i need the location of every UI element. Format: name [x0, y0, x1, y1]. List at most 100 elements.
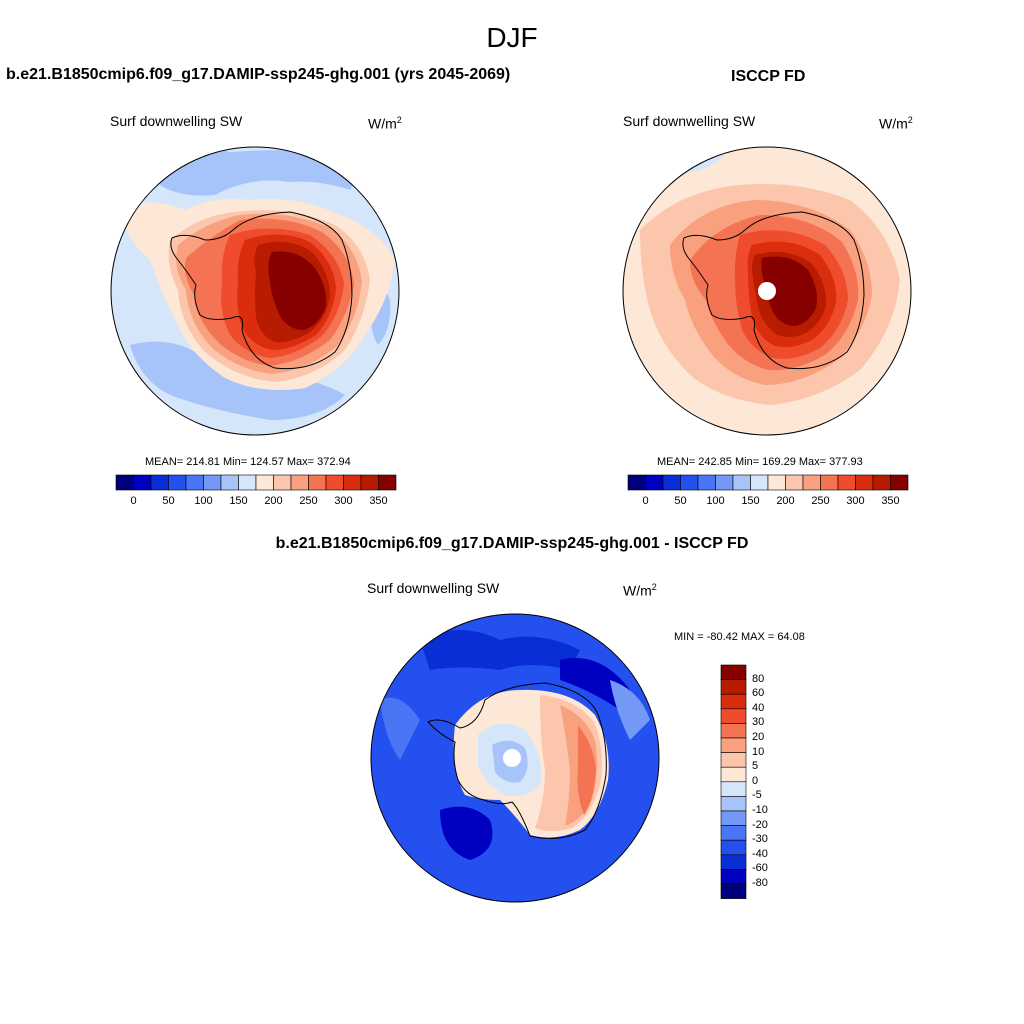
diff-colorbar-box	[720, 854, 747, 870]
obs-colorbar-box	[715, 474, 734, 491]
diff-colorbar-box	[720, 781, 747, 797]
model-colorbar-box	[343, 474, 362, 491]
diff-variable-label: Surf downwelling SW	[367, 580, 500, 596]
diff-colorbar-tick-label: -60	[752, 862, 768, 875]
diff-colorbar-box	[720, 708, 747, 724]
obs-units: W/m2	[879, 115, 913, 132]
diff-colorbar-box	[720, 810, 747, 826]
diff-units: W/m2	[623, 582, 657, 599]
obs-colorbar-tick-label: 150	[741, 495, 760, 507]
season-title: DJF	[486, 22, 538, 53]
obs-colorbar-tick-label: 300	[846, 495, 865, 507]
model-colorbar-box	[115, 474, 134, 491]
obs-colorbar-box	[680, 474, 699, 491]
diff-colorbar	[720, 664, 747, 899]
obs-colorbar-box	[697, 474, 716, 491]
model-colorbar-box	[360, 474, 379, 491]
diff-polar-map	[371, 614, 659, 902]
diff-colorbar-tick-label: 10	[752, 745, 765, 758]
diff-colorbar-tick-label: -5	[752, 789, 762, 802]
diff-map-border	[370, 613, 660, 903]
diff-panel-title: b.e21.B1850cmip6.f09_g17.DAMIP-ssp245-gh…	[275, 535, 749, 552]
model-colorbar-box	[308, 474, 327, 491]
obs-stats: MEAN= 242.85 Min= 169.29 Max= 377.93	[657, 456, 863, 468]
model-colorbar-box	[255, 474, 274, 491]
model-colorbar-box	[220, 474, 239, 491]
diff-colorbar-box	[720, 723, 747, 739]
model-colorbar-box	[185, 474, 204, 491]
diff-colorbar-tick-label: 5	[752, 760, 759, 773]
diff-colorbar-box	[720, 766, 747, 783]
diff-colorbar-box	[720, 796, 747, 812]
model-colorbar-box	[325, 474, 344, 491]
diff-colorbar-tick-label: -10	[752, 804, 768, 816]
model-colorbar-tick-label: 300	[334, 495, 353, 507]
model-colorbar-box	[168, 474, 187, 491]
diff-colorbar-tick-label: -30	[752, 833, 768, 846]
obs-colorbar-box	[662, 474, 681, 491]
obs-colorbar-box	[785, 474, 804, 491]
model-colorbar-box	[203, 474, 222, 491]
diff-colorbar-box	[720, 825, 747, 841]
diff-colorbar-tick-label: -80	[752, 877, 768, 889]
diff-colorbar-box	[720, 693, 747, 710]
model-stats: MEAN= 214.81 Min= 124.57 Max= 372.94	[145, 456, 351, 468]
diff-colorbar-box	[720, 737, 747, 753]
obs-colorbar-tick-label: 100	[706, 495, 725, 507]
model-colorbar-tick-label: 100	[194, 495, 213, 507]
model-colorbar-tick-label: 150	[229, 495, 248, 507]
diff-colorbar-box	[720, 869, 747, 885]
obs-colorbar-box	[750, 474, 769, 491]
diff-colorbar-box	[720, 664, 747, 680]
model-colorbar-box	[273, 474, 292, 491]
obs-colorbar-tick-label: 0	[642, 495, 649, 507]
obs-variable-label: Surf downwelling SW	[623, 113, 756, 129]
model-colorbar-box	[378, 474, 397, 491]
diff-colorbar-tick-label: 20	[752, 731, 765, 743]
obs-map-border	[622, 146, 912, 436]
diff-colorbar-tick-label: -40	[752, 847, 768, 860]
obs-colorbar-tick-label: 200	[776, 495, 795, 507]
obs-colorbar-box	[837, 474, 856, 491]
obs-colorbar-box	[732, 474, 751, 491]
model-colorbar-box	[238, 474, 257, 491]
obs-polar-map	[623, 147, 911, 435]
obs-colorbar-box	[872, 474, 891, 491]
model-map-border	[110, 146, 400, 436]
diff-colorbar-tick-label: 40	[752, 701, 765, 714]
diff-colorbar-tick-label: 80	[752, 672, 765, 685]
model-colorbar-tick-label: 350	[369, 495, 388, 507]
model-units: W/m2	[368, 115, 402, 132]
diff-stats: MIN = -80.42 MAX = 64.08	[674, 631, 805, 643]
diff-colorbar-tick-label: 0	[752, 774, 759, 787]
obs-colorbar-box	[855, 474, 874, 491]
obs-colorbar-tick-label: 350	[881, 495, 900, 507]
model-polar-map	[111, 147, 399, 435]
model-variable-label: Surf downwelling SW	[110, 113, 243, 129]
diff-colorbar-tick-label: -20	[752, 818, 768, 831]
diff-colorbar-tick-label: 60	[752, 687, 765, 700]
model-colorbar-box	[133, 474, 152, 491]
diff-colorbar-box	[720, 839, 747, 856]
model-panel-title: b.e21.B1850cmip6.f09_g17.DAMIP-ssp245-gh…	[6, 66, 511, 83]
obs-colorbar-box	[820, 474, 839, 491]
model-colorbar-box	[150, 474, 169, 491]
diff-colorbar-box	[720, 883, 747, 899]
obs-colorbar-box	[890, 474, 909, 491]
model-colorbar	[115, 474, 397, 491]
obs-colorbar-box	[645, 474, 664, 491]
model-colorbar-box	[290, 474, 309, 491]
diff-colorbar-tick-label: 30	[752, 716, 765, 729]
obs-colorbar-box	[802, 474, 821, 491]
diff-colorbar-box	[720, 752, 747, 768]
model-colorbar-tick-label: 250	[299, 495, 318, 507]
obs-colorbar	[627, 474, 909, 491]
model-colorbar-tick-label: 50	[162, 495, 175, 507]
obs-colorbar-tick-label: 250	[811, 495, 830, 507]
obs-colorbar-tick-label: 50	[674, 495, 687, 507]
obs-panel-title: ISCCP FD	[731, 68, 806, 85]
model-colorbar-tick-label: 0	[130, 495, 137, 507]
obs-colorbar-box	[767, 474, 786, 491]
model-colorbar-tick-label: 200	[264, 495, 283, 507]
